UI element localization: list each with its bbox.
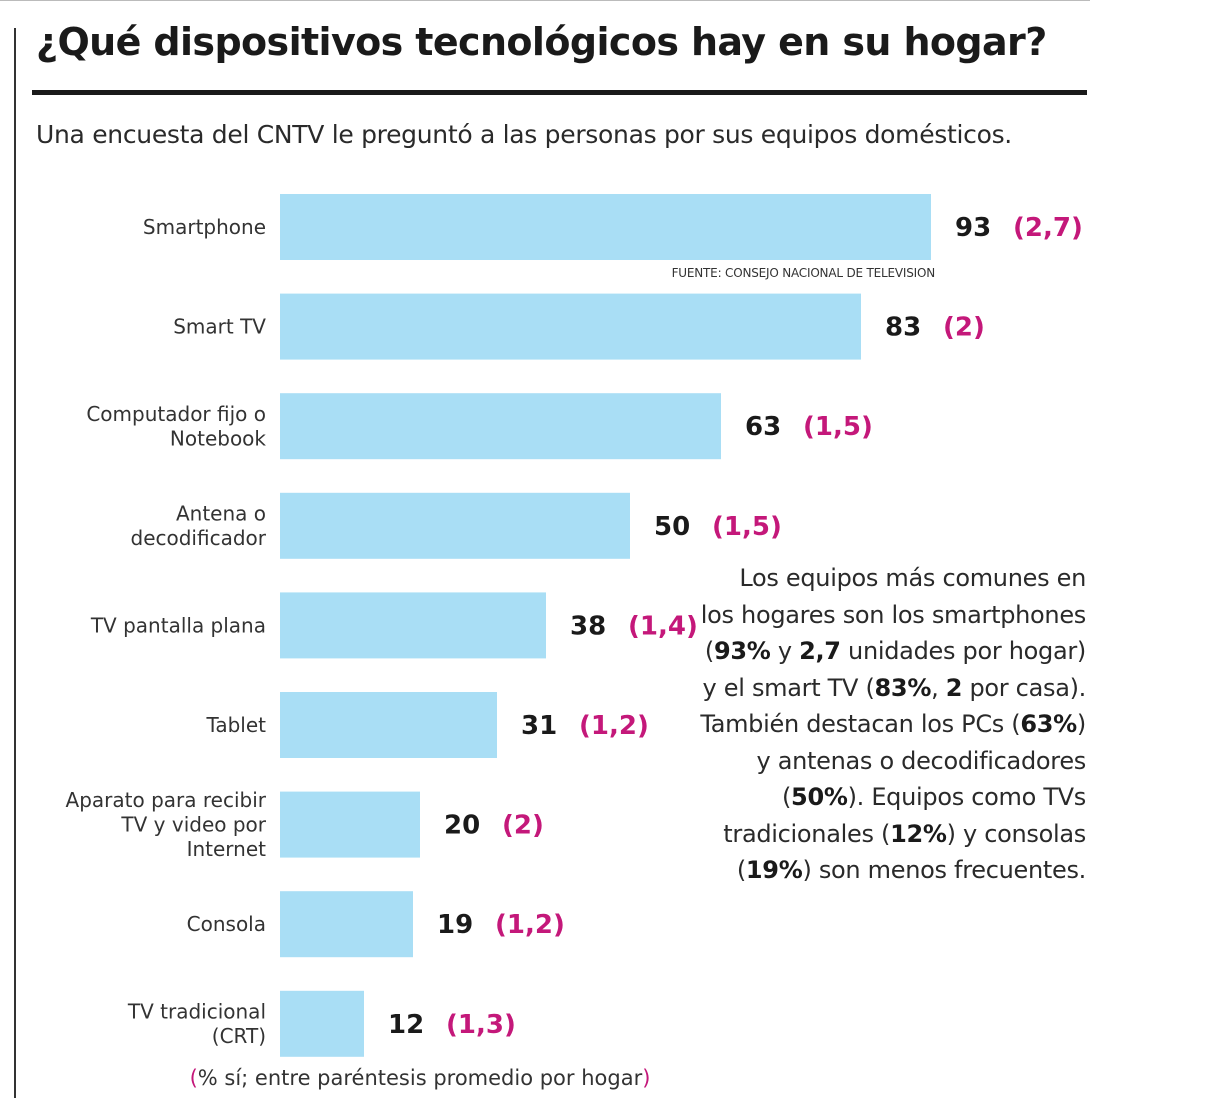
bar-5 <box>280 692 497 758</box>
bar-7 <box>280 891 413 958</box>
category-label-7-0: Consola <box>187 912 266 936</box>
commentary-text-5: por casa). También destacan los PCs ( <box>700 673 1086 739</box>
average-label-8: (1,3) <box>446 1010 516 1040</box>
average-label-0: (2,7) <box>1013 213 1083 243</box>
average-label-3: (1,5) <box>712 512 782 542</box>
category-label-2-1: Notebook <box>170 426 267 450</box>
category-label-5-0: Tablet <box>205 713 266 737</box>
footnote-text: % sí; entre paréntesis promedio por hoga… <box>197 1066 643 1090</box>
bar-1 <box>280 293 861 360</box>
page-title: ¿Qué dispositivos tecnológicos hay en su… <box>36 20 1047 64</box>
title-divider <box>32 90 1087 95</box>
category-label-3-0: Antena o <box>176 502 266 526</box>
commentary-text-7: ). Equipos como TVs tradicionales ( <box>723 783 1086 848</box>
commentary-bold-5: 63% <box>1020 710 1077 738</box>
category-label-4-0: TV pantalla plana <box>90 613 266 637</box>
commentary-bold-6: 50% <box>791 783 848 811</box>
value-label-1: 83 <box>885 313 921 343</box>
top-border <box>0 0 1090 1</box>
average-label-1: (2) <box>943 313 985 343</box>
value-label-3: 50 <box>654 512 690 542</box>
bar-0 <box>280 194 931 260</box>
commentary-bold-8: 19% <box>745 856 803 884</box>
footnote-open-paren: ( <box>189 1066 198 1090</box>
value-label-0: 93 <box>955 213 991 243</box>
category-label-2-0: Computador fijo o <box>86 402 266 426</box>
subtitle: Una encuesta del CNTV le preguntó a las … <box>36 120 1012 149</box>
category-label-6-0: Aparato para recibir <box>66 788 267 812</box>
average-label-2: (1,5) <box>803 412 873 442</box>
commentary-text-6: ) y antenas o decodificadores ( <box>756 710 1086 811</box>
value-label-5: 31 <box>521 711 557 741</box>
average-label-7: (1,2) <box>495 910 565 940</box>
category-label-0-0: Smartphone <box>143 215 266 239</box>
commentary-text-1: Los equipos más comunes en los hogares s… <box>700 564 1087 665</box>
commentary-text-9: ) son menos frecuentes. <box>802 856 1086 884</box>
average-label-4: (1,4) <box>628 611 698 641</box>
left-border <box>14 28 16 1098</box>
category-label-8-0: TV tradicional <box>127 1000 266 1024</box>
commentary-bold-1: 93% <box>713 637 771 665</box>
average-label-5: (1,2) <box>579 711 649 741</box>
value-label-7: 19 <box>437 910 473 940</box>
bar-4 <box>280 592 546 659</box>
category-label-6-2: Internet <box>187 837 267 861</box>
source-credit: FUENTE: CONSEJO NACIONAL DE TELEVISION <box>671 266 936 280</box>
category-label-1-0: Smart TV <box>173 315 266 339</box>
average-label-6: (2) <box>502 811 544 841</box>
commentary-text: Los equipos más comunes en los hogares s… <box>700 560 1086 889</box>
category-label-6-1: TV y video por <box>120 813 266 837</box>
value-label-6: 20 <box>444 811 480 841</box>
bar-8 <box>280 990 364 1057</box>
commentary-bold-3: 83% <box>874 673 932 702</box>
category-label-3-1: decodificador <box>131 526 267 550</box>
bar-6 <box>280 791 420 858</box>
footnote-close-paren: ) <box>642 1066 651 1090</box>
value-label-8: 12 <box>388 1010 424 1040</box>
commentary-bold-2: 2,7 <box>799 637 841 665</box>
commentary-text-2: y <box>770 637 800 665</box>
commentary-text-8: ) y consolas ( <box>736 819 1086 885</box>
bar-3 <box>280 492 630 559</box>
commentary-bold-7: 12% <box>890 819 947 848</box>
commentary-text-4: , <box>931 673 946 702</box>
commentary-text-3: unidades por hogar) y el smart TV ( <box>702 637 1087 702</box>
chart-footnote: (% sí; entre paréntesis promedio por hog… <box>36 1066 804 1090</box>
bar-2 <box>280 393 721 460</box>
value-label-4: 38 <box>570 611 606 641</box>
value-label-2: 63 <box>745 412 781 442</box>
commentary-bold-4: 2 <box>945 673 963 702</box>
category-label-8-1: (CRT) <box>212 1024 266 1048</box>
